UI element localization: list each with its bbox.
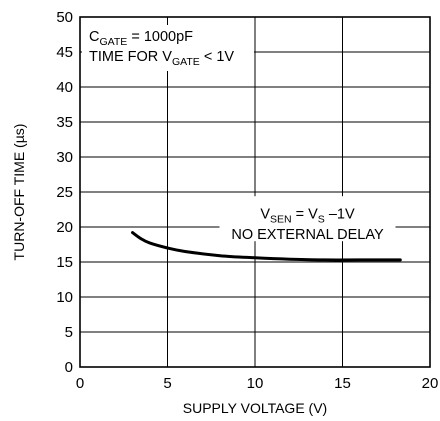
y-tick-label-30: 30	[56, 149, 73, 166]
curve-label-delay: NO EXTERNAL DELAY	[231, 227, 384, 243]
y-tick-label-15: 15	[56, 254, 73, 271]
x-tick-label-0: 0	[76, 375, 84, 392]
grid	[80, 17, 430, 367]
x-tick-label-10: 10	[247, 375, 264, 392]
series-line-turn-off-time	[131, 231, 402, 262]
curve-label-background	[219, 196, 396, 242]
x-tick-label-20: 20	[422, 375, 439, 392]
plot-frame	[79, 16, 431, 368]
condition-gate-capacitance: CGATE = 1000pF	[89, 29, 193, 48]
y-tick-labels: 0 5 10 15 20 25 30 35 40 45 50	[56, 9, 73, 376]
y-tick-label-45: 45	[56, 44, 73, 61]
y-tick-label-0: 0	[65, 359, 73, 376]
y-tick-label-20: 20	[56, 219, 73, 236]
conditions-background	[82, 25, 254, 71]
y-tick-label-35: 35	[56, 114, 73, 131]
y-tick-label-5: 5	[65, 324, 73, 341]
y-axis-label: TURN-OFF TIME (µs)	[11, 124, 27, 261]
y-tick-label-10: 10	[56, 289, 73, 306]
x-tick-labels: 0 5 10 15 20	[76, 375, 439, 392]
curve-label-condition: VSEN = VS –1V	[260, 207, 355, 226]
x-tick-label-15: 15	[334, 375, 351, 392]
condition-gate-threshold: TIME FOR VGATE < 1V	[89, 49, 234, 68]
y-tick-label-40: 40	[56, 79, 73, 96]
y-tick-label-50: 50	[56, 9, 73, 26]
x-axis-label: SUPPLY VOLTAGE (V)	[183, 400, 327, 416]
y-tick-label-25: 25	[56, 184, 73, 201]
x-tick-label-5: 5	[163, 375, 171, 392]
